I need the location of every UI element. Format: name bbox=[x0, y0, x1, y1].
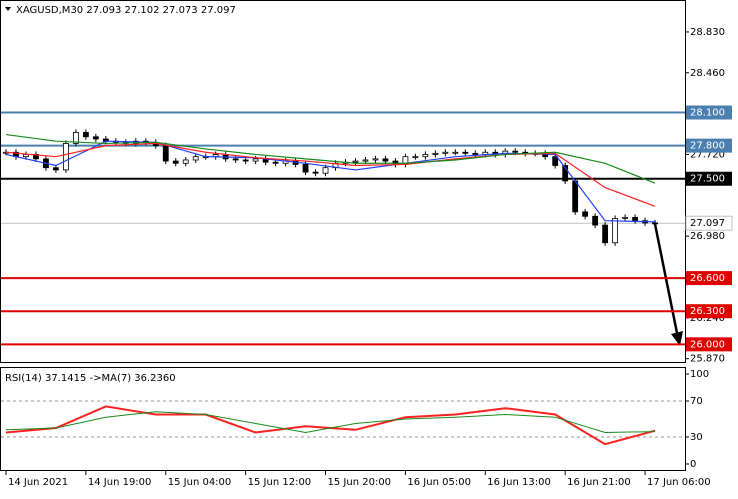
candle bbox=[242, 159, 249, 162]
candle bbox=[582, 211, 589, 217]
candle bbox=[422, 154, 429, 158]
candle bbox=[632, 216, 638, 222]
candle bbox=[462, 151, 469, 154]
candle bbox=[272, 161, 279, 164]
candle bbox=[562, 165, 569, 182]
candle bbox=[622, 216, 628, 219]
candle bbox=[63, 143, 69, 171]
candle bbox=[472, 152, 479, 155]
candle bbox=[192, 156, 199, 161]
candle bbox=[252, 158, 259, 162]
candle bbox=[382, 158, 389, 162]
level-box bbox=[686, 171, 732, 186]
level-label: 26.600 bbox=[690, 273, 725, 284]
candle bbox=[162, 145, 169, 162]
candle bbox=[452, 151, 459, 154]
level-box bbox=[686, 337, 732, 352]
level-box bbox=[686, 271, 732, 286]
moving-average bbox=[5, 140, 656, 223]
candle bbox=[172, 160, 179, 164]
level-box bbox=[686, 105, 732, 120]
candle bbox=[72, 131, 79, 144]
moving-average bbox=[5, 133, 656, 184]
level-box bbox=[686, 138, 732, 153]
candle bbox=[23, 154, 29, 158]
candle bbox=[612, 218, 619, 244]
candle bbox=[362, 159, 369, 162]
x-tick-label: 16 Jun 21:00 bbox=[567, 477, 631, 488]
candle bbox=[512, 150, 519, 153]
rsi-panel bbox=[0, 367, 686, 471]
candle bbox=[652, 222, 658, 225]
candle bbox=[602, 224, 609, 244]
candle bbox=[82, 131, 89, 138]
rsi-title: RSI(14) 37.1415 ->MA(7) 36.2360 bbox=[5, 373, 176, 384]
level-label: 26.000 bbox=[690, 339, 725, 350]
level-label: 27.800 bbox=[690, 141, 725, 152]
candle bbox=[232, 158, 239, 161]
candle bbox=[182, 159, 189, 164]
moving-average bbox=[5, 142, 656, 207]
menu-triangle bbox=[5, 7, 11, 11]
candle bbox=[592, 215, 599, 226]
rsi-tick-label: 30 bbox=[690, 432, 703, 443]
y-tick-label: 28.460 bbox=[690, 68, 725, 79]
rsi-tick-label: 70 bbox=[690, 396, 703, 407]
level-label: 28.100 bbox=[690, 108, 725, 119]
y-tick-label: 27.720 bbox=[690, 149, 725, 160]
candle bbox=[352, 160, 359, 163]
price-panel bbox=[0, 0, 686, 363]
chart-title: XAGUSD,M30 27.093 27.102 27.073 27.097 bbox=[16, 5, 236, 16]
rsi-tick-label: 100 bbox=[690, 369, 709, 380]
y-tick-label: 28.830 bbox=[690, 27, 725, 38]
current-price-box bbox=[685, 215, 733, 231]
y-tick-label: 25.870 bbox=[690, 354, 725, 365]
candle bbox=[442, 151, 449, 154]
candle bbox=[322, 167, 329, 174]
candle bbox=[552, 156, 559, 166]
candle bbox=[572, 180, 579, 213]
x-tick-label: 16 Jun 13:00 bbox=[487, 477, 551, 488]
y-tick-label: 26.980 bbox=[690, 231, 725, 242]
level-label: 27.500 bbox=[690, 174, 725, 185]
x-tick-label: 15 Jun 12:00 bbox=[248, 477, 312, 488]
rsi-tick-label: 0 bbox=[690, 459, 696, 470]
rsi-line bbox=[5, 411, 656, 434]
arrow-head bbox=[671, 331, 683, 346]
x-tick-label: 15 Jun 20:00 bbox=[328, 477, 392, 488]
x-tick-label: 16 Jun 05:00 bbox=[407, 477, 471, 488]
candle bbox=[312, 171, 319, 174]
candle bbox=[53, 167, 59, 171]
y-tick-label: 26.240 bbox=[690, 313, 725, 324]
current-price-label: 27.097 bbox=[690, 218, 725, 229]
candle bbox=[372, 158, 379, 161]
level-box bbox=[686, 304, 732, 319]
x-tick-label: 15 Jun 04:00 bbox=[168, 477, 232, 488]
x-tick-label: 14 Jun 2021 bbox=[8, 477, 68, 488]
x-tick-label: 17 Jun 06:00 bbox=[647, 477, 711, 488]
x-tick-label: 14 Jun 19:00 bbox=[88, 477, 152, 488]
candle bbox=[432, 152, 439, 155]
candle bbox=[412, 156, 419, 159]
candle bbox=[92, 136, 99, 140]
level-label: 26.300 bbox=[690, 306, 725, 317]
candle bbox=[302, 163, 309, 173]
